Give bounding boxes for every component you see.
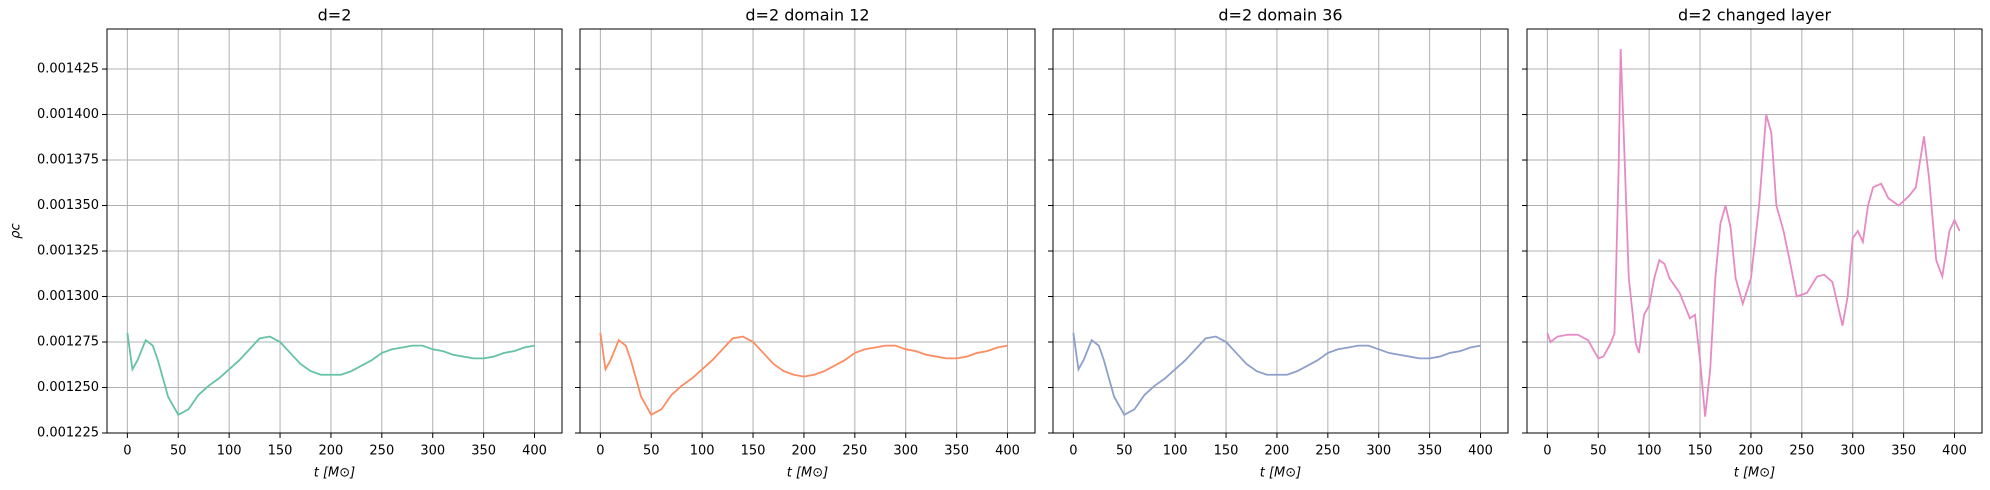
x-tick-label: 400: [995, 444, 1020, 459]
y-tick-label: 0.001350: [37, 198, 99, 213]
y-tick-label: 0.001225: [37, 426, 99, 441]
x-tick-label: 0: [123, 444, 131, 459]
axes-frame: [1052, 28, 1509, 434]
axes-frame: [579, 28, 1036, 434]
x-tick-label: 100: [690, 444, 715, 459]
data-line: [599, 332, 1008, 417]
x-tick-label: 150: [741, 444, 766, 459]
x-tick-label: 100: [217, 444, 242, 459]
y-tick-label: 0.001375: [37, 153, 99, 168]
axes-frame: [106, 28, 563, 434]
x-tick-label: 350: [1891, 444, 1916, 459]
data-line: [126, 332, 535, 417]
chart-title: d=2 domain 12: [745, 6, 869, 25]
x-tick-label: 350: [1417, 444, 1442, 459]
x-tick-label: 200: [319, 444, 344, 459]
x-tick-label: 250: [369, 444, 394, 459]
x-tick-label: 250: [1789, 444, 1814, 459]
x-tick-label: 50: [1590, 444, 1607, 459]
x-tick-label: 300: [1366, 444, 1391, 459]
x-tick-label: 150: [1688, 444, 1713, 459]
x-tick-label: 150: [268, 444, 293, 459]
x-axis-label: t [M⊙]: [1260, 466, 1301, 481]
chart-title: d=2: [318, 6, 352, 25]
y-tick-label: 0.001275: [37, 335, 99, 350]
x-tick-label: 350: [471, 444, 496, 459]
y-tick-label: 0.001400: [37, 107, 99, 122]
x-axis-label: t [M⊙]: [787, 466, 828, 481]
x-axis-label: t [M⊙]: [314, 466, 355, 481]
x-tick-label: 150: [1214, 444, 1239, 459]
y-tick-label: 0.001300: [37, 289, 99, 304]
y-tick-label: 0.001325: [37, 244, 99, 259]
x-tick-label: 100: [1163, 444, 1188, 459]
x-tick-label: 300: [1840, 444, 1865, 459]
x-tick-label: 50: [643, 444, 660, 459]
x-tick-label: 400: [522, 444, 547, 459]
x-tick-label: 50: [170, 444, 187, 459]
chart-title: d=2 domain 36: [1218, 6, 1342, 25]
y-tick-label: 0.001425: [37, 62, 99, 77]
x-tick-label: 0: [1543, 444, 1551, 459]
data-line: [1072, 332, 1481, 417]
x-tick-label: 300: [893, 444, 918, 459]
x-tick-label: 200: [792, 444, 817, 459]
data-line: [1546, 48, 1961, 417]
x-axis-label: t [M⊙]: [1734, 466, 1775, 481]
x-tick-label: 200: [1265, 444, 1290, 459]
chart-title: d=2 changed layer: [1678, 6, 1832, 25]
x-tick-label: 200: [1739, 444, 1764, 459]
x-tick-label: 250: [1315, 444, 1340, 459]
axes-frame: [1526, 28, 1983, 434]
x-tick-label: 250: [842, 444, 867, 459]
y-tick-label: 0.001250: [37, 380, 99, 395]
x-tick-label: 100: [1637, 444, 1662, 459]
y-axis-label: ρc: [9, 223, 24, 238]
x-tick-label: 350: [944, 444, 969, 459]
x-tick-label: 0: [596, 444, 604, 459]
x-tick-label: 50: [1116, 444, 1133, 459]
x-tick-label: 400: [1942, 444, 1967, 459]
x-tick-label: 300: [420, 444, 445, 459]
x-tick-label: 400: [1468, 444, 1493, 459]
x-tick-label: 0: [1069, 444, 1077, 459]
